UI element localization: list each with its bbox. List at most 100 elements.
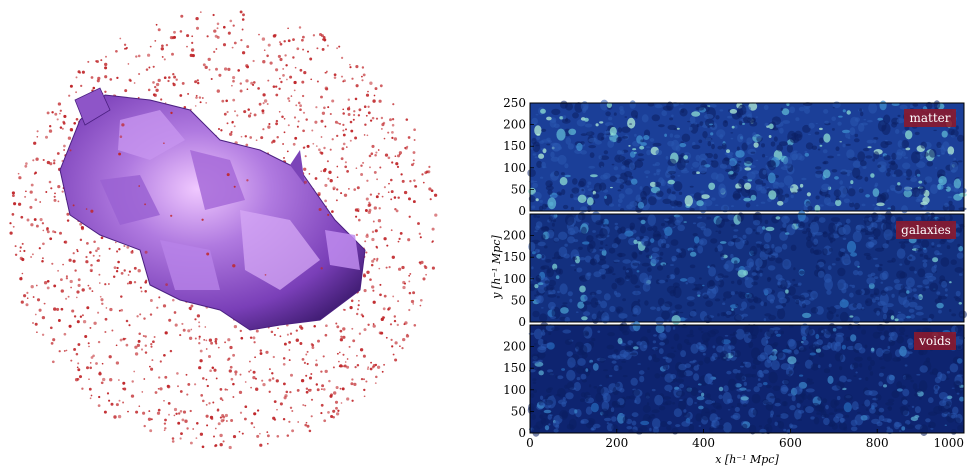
tracer-point <box>179 410 183 413</box>
density-blob <box>780 107 784 111</box>
density-blob <box>695 154 701 162</box>
tracer-point <box>399 231 403 235</box>
tracer-point <box>70 286 72 289</box>
density-blob <box>578 187 586 195</box>
density-blob <box>951 313 957 317</box>
density-blob <box>581 226 587 235</box>
tracer-point <box>346 170 349 173</box>
tracer-point <box>289 332 293 335</box>
tracer-point <box>312 34 316 37</box>
tracer-point <box>88 378 90 381</box>
density-blob <box>677 250 682 253</box>
tracer-point <box>243 110 247 114</box>
density-blob <box>785 289 789 294</box>
tracer-point <box>190 304 194 308</box>
tracer-point <box>311 129 314 132</box>
tracer-point <box>327 106 330 109</box>
density-blob <box>634 285 641 289</box>
density-blob <box>775 333 782 337</box>
tracer-point <box>358 218 361 222</box>
density-blob <box>730 351 734 356</box>
tracer-point <box>213 29 217 33</box>
density-blob <box>567 357 576 368</box>
panel-label-matter: matter <box>909 111 950 125</box>
tracer-point <box>378 207 381 210</box>
tracer-point <box>73 315 77 318</box>
density-blob <box>880 335 885 341</box>
density-blob <box>879 155 882 157</box>
tracer-point <box>222 440 225 443</box>
tracer-point <box>173 30 176 34</box>
tracer-point <box>252 83 255 86</box>
density-blob <box>550 316 557 319</box>
density-blob <box>718 183 726 194</box>
density-blob <box>723 385 729 392</box>
density-blob <box>915 248 923 252</box>
density-blob <box>671 139 680 151</box>
density-blob <box>534 180 538 183</box>
tracer-point <box>320 95 323 99</box>
tracer-point <box>241 28 244 31</box>
tracer-point <box>111 329 114 332</box>
tracer-point <box>282 362 286 366</box>
density-blob <box>907 338 914 346</box>
tracer-point <box>311 343 315 347</box>
density-blob <box>637 153 644 157</box>
tracer-point <box>333 76 337 79</box>
tracer-point <box>248 360 251 363</box>
density-blob <box>912 297 915 301</box>
tracer-point <box>213 368 217 372</box>
tracer-point <box>314 363 319 367</box>
density-blob <box>639 272 649 284</box>
tracer-point <box>133 266 137 270</box>
tracer-point <box>399 153 401 156</box>
density-blob <box>644 300 649 306</box>
density-blob <box>934 167 938 169</box>
tracer-point <box>375 195 379 199</box>
density-blob <box>675 424 681 428</box>
tracer-point <box>376 257 379 260</box>
density-blob <box>724 334 729 337</box>
density-blob <box>637 299 641 303</box>
tracer-point <box>239 82 242 85</box>
tracer-point <box>338 351 341 354</box>
tracer-point <box>232 24 235 27</box>
tracer-point <box>142 334 145 338</box>
tracer-point <box>147 53 151 57</box>
tracer-point <box>144 280 148 284</box>
density-blob <box>576 267 583 273</box>
tracer-point <box>252 370 256 374</box>
tracer-point <box>139 313 142 316</box>
density-blob <box>719 217 723 221</box>
density-blob <box>783 156 793 169</box>
density-blob <box>877 117 883 121</box>
tracer-point <box>388 306 391 310</box>
density-blob <box>781 108 790 116</box>
tracer-point <box>219 443 223 447</box>
tracer-point <box>72 259 76 263</box>
density-blob <box>948 128 955 135</box>
density-blob <box>826 310 834 321</box>
tracer-point <box>117 260 120 264</box>
density-blob <box>734 407 740 412</box>
density-blob <box>738 291 743 298</box>
density-blob <box>831 128 835 131</box>
density-blob <box>632 290 641 296</box>
density-blob <box>660 421 668 427</box>
density-blob <box>872 158 875 162</box>
density-blob <box>834 352 844 362</box>
density-blob <box>854 342 863 351</box>
density-blob <box>716 129 726 138</box>
density-blob <box>639 425 648 432</box>
tracer-point <box>247 114 252 118</box>
density-blob <box>546 116 552 121</box>
density-blob <box>604 195 607 199</box>
density-blob <box>948 204 955 212</box>
tracer-point <box>20 215 24 219</box>
tracer-point <box>341 147 345 151</box>
density-blob <box>948 153 952 157</box>
tracer-point <box>118 379 120 381</box>
density-blob <box>596 289 602 295</box>
density-blob <box>773 182 780 185</box>
tracer-point <box>287 124 290 127</box>
